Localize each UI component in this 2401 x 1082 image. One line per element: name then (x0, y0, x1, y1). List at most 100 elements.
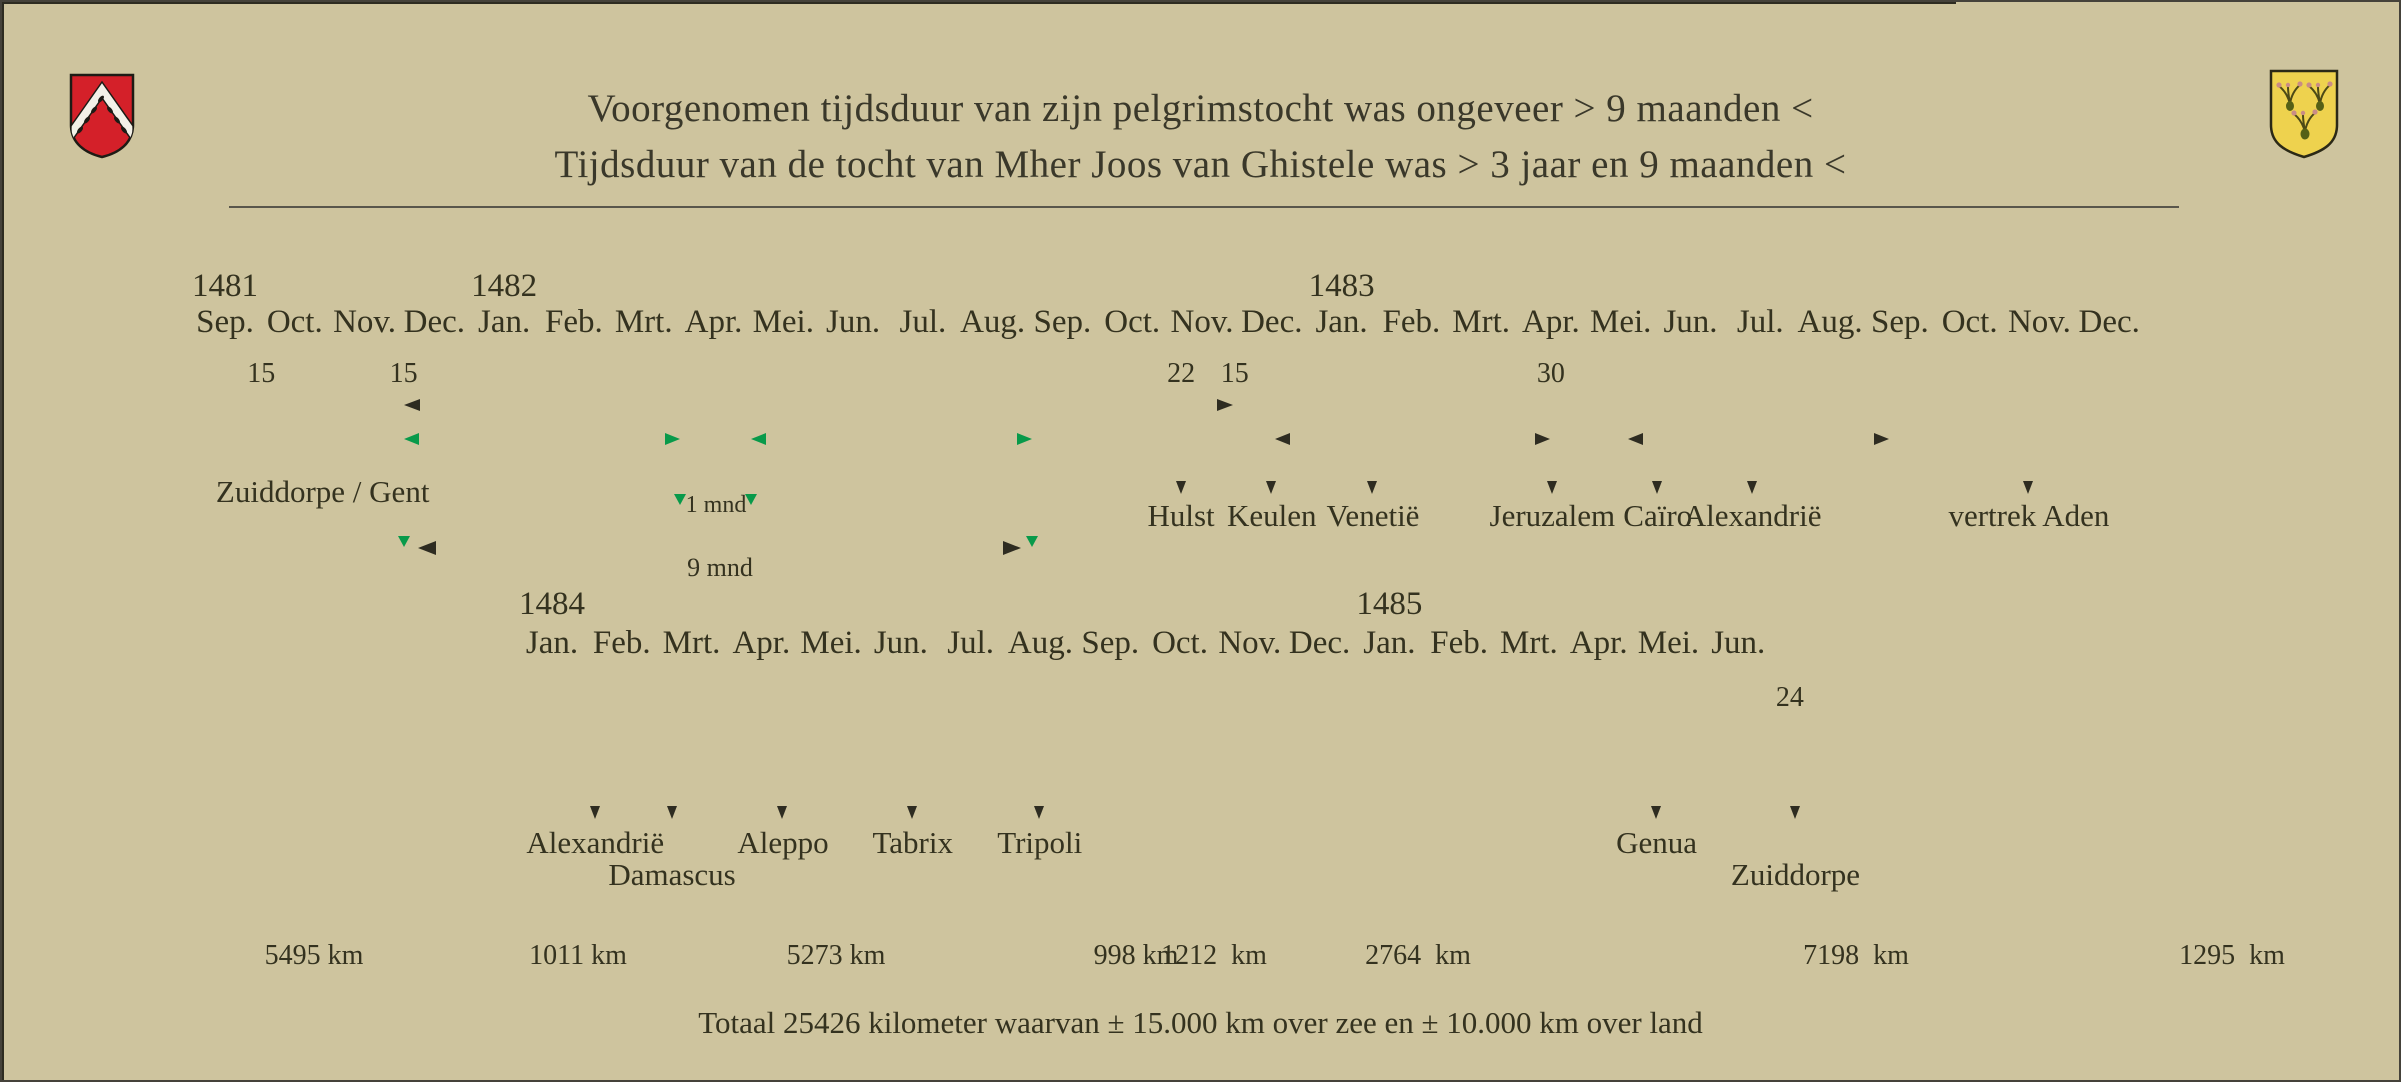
timeline2-city-arrowhead-aleppo (777, 806, 788, 819)
timeline2-city-label-tabrix: Tabrix (872, 825, 953, 860)
distance-bar-km-label: 2764 km (1365, 940, 1471, 971)
timeline1-plan-drop-arrowhead (1025, 536, 1038, 547)
timeline1-month-tick (2, 488, 4, 609)
distance-bar-km-label: 7198 km (1803, 940, 1909, 971)
timeline2-month-label: Mrt. (662, 625, 721, 661)
timeline1-year-label: 1483 (1308, 268, 1375, 304)
timeline1-month-label: Jan. (1315, 304, 1368, 340)
timeline2-month-label: Nov. (1218, 625, 1282, 661)
timeline1-month-label: Jul. (899, 304, 947, 340)
timeline2-month-label: Apr. (1569, 625, 1628, 661)
timeline1-month-label: Dec. (403, 304, 466, 340)
timeline2-month-label: Mei. (800, 625, 862, 661)
timeline1-month-label: Jan. (478, 304, 531, 340)
timeline1-month-label: Sep. (1033, 304, 1092, 340)
timeline2-month-label: Mei. (1637, 625, 1700, 661)
timeline1-month-tick (2, 125, 4, 246)
timeline1-plan-drop-arrowhead (674, 494, 686, 505)
timeline2-month-label: Jul. (947, 625, 995, 661)
timeline1-month-label: Jul. (1736, 304, 1784, 340)
timeline2-year-label: 1485 (1356, 586, 1423, 622)
timeline2-month-label: Sep. (1081, 625, 1140, 661)
timeline1-city-label-keulen: Keulen (1227, 498, 1317, 533)
timeline1-day-mark-label: 15 (1220, 358, 1249, 389)
timeline1-month-label: Mrt. (614, 304, 673, 340)
timeline1-year-label: 1481 (192, 268, 258, 304)
timeline1-day-mark-label: 22 (1167, 358, 1196, 389)
timeline1-month-label: Nov. (333, 304, 397, 340)
timeline1-month-label: Jun. (826, 304, 881, 340)
timeline2-city-arrowhead-zuiddorpe (1789, 806, 1800, 819)
timeline1-city-arrowhead-vertrek-aden (2023, 481, 2034, 494)
timeline2-month-label: Feb. (1430, 625, 1488, 661)
timeline1-month-label: Oct. (1941, 304, 1998, 340)
timeline1-month-label: Sep. (196, 304, 254, 340)
timeline1-stay-arrowhead-left (1275, 433, 1291, 445)
timeline1-city-label-zuiddorpe-gent: Zuiddorpe / Gent (215, 474, 430, 509)
timeline1-year-label: 1482 (471, 268, 538, 304)
distance-bar-km-label: 1011 km (529, 940, 627, 971)
timeline1-month-label: Mei. (752, 304, 814, 340)
timeline1-month-label: Aug. (1797, 304, 1863, 340)
title-line-1: Voorgenomen tijdsduur van zijn pelgrimst… (587, 87, 1814, 130)
timeline1-plan-arrowhead-left (751, 432, 767, 445)
timeline1-month-label: Apr. (684, 304, 743, 340)
timeline1-city-label-jeruzalem: Jeruzalem (1489, 498, 1616, 533)
timeline1-plan-arrowhead-right (1016, 432, 1032, 445)
timeline1-month-label: Aug. (960, 304, 1026, 340)
distance-bar-km-label: 1212 km (1161, 940, 1267, 971)
timeline1-baseline (2, 2, 1956, 4)
timeline2-city-arrowhead-tabrix (907, 806, 918, 819)
timeline1-month-label: Nov. (1170, 304, 1234, 340)
timeline1-month-label: Jun. (1663, 304, 1718, 340)
timeline1-month-label: Sep. (1870, 304, 1929, 340)
timeline2-month-label: Feb. (592, 625, 651, 661)
timeline2-city-label-aleppo: Aleppo (737, 825, 829, 860)
timeline2-city-arrowhead-genua (1651, 806, 1662, 819)
timeline1-plan-arrowhead-right (665, 432, 680, 445)
timeline1-month-label: Mrt. (1452, 304, 1511, 340)
timeline2-city-arrowhead-alexandri- (589, 806, 600, 819)
timeline2-city-label-zuiddorpe: Zuiddorpe (1730, 857, 1861, 892)
timeline2-month-label: Jun. (873, 625, 928, 661)
timeline1-month-tick (2, 972, 4, 1080)
timeline2-month-label: Apr. (732, 625, 791, 661)
distance-bar-km-label: 5273 km (786, 940, 886, 971)
timeline1-city-label-alexandri-: Alexandrië (1683, 498, 1822, 533)
timeline1-month-label: Feb. (1382, 304, 1441, 340)
timeline1-month-label: Feb. (545, 304, 603, 340)
timeline1-nine-month-arrowhead-left (418, 541, 437, 555)
timeline1-month-tick (2, 246, 4, 367)
timeline1-annotation: 9 mnd (687, 553, 753, 582)
timeline2-city-label-genua: Genua (1616, 825, 1698, 860)
timeline1-city-label-veneti-: Venetië (1326, 498, 1420, 533)
timeline1-plan-drop-arrowhead (745, 494, 758, 505)
timeline2-year-label: 1484 (519, 586, 585, 622)
timeline2-month-label: Oct. (1152, 625, 1208, 661)
timeline1-day-mark-label: 30 (1536, 358, 1565, 389)
right-coat-of-arms-icon (2268, 68, 2340, 160)
timeline1-duration-arrowhead-right (1217, 398, 1234, 411)
timeline1-city-label-hulst: Hulst (1147, 498, 1215, 533)
timeline2-month-label: Mrt. (1500, 625, 1558, 661)
timeline1-month-label: Dec. (2078, 304, 2140, 340)
timeline1-city-arrowhead-jeruzalem (1546, 481, 1557, 494)
timeline2-city-label-tripoli: Tripoli (997, 825, 1083, 860)
title-line-2: Tijdsduur van de tocht van Mher Joos van… (554, 143, 1847, 186)
timeline1-plan-drop-arrowhead (397, 536, 410, 547)
timeline1-annotation: 1 mnd (685, 492, 747, 518)
timeline1-month-label: Nov. (2007, 304, 2071, 340)
timeline2-city-arrowhead-damascus (666, 806, 677, 819)
timeline2-month-label: Jun. (1711, 625, 1766, 661)
timeline1-month-tick (2, 851, 4, 972)
title-divider (229, 206, 2179, 208)
timeline1-month-label: Dec. (1241, 304, 1303, 340)
timeline1-stay-arrowhead-left (1627, 433, 1643, 445)
timeline1-nine-month-arrowhead-right (1002, 541, 1021, 555)
timeline1-city-label-ca-ro: Caïro (1623, 498, 1693, 533)
timeline1-month-label: Oct. (1104, 304, 1161, 340)
timeline1-stay-arrowhead-right (1874, 433, 1890, 445)
timeline1-city-arrowhead-hulst (1175, 481, 1186, 494)
